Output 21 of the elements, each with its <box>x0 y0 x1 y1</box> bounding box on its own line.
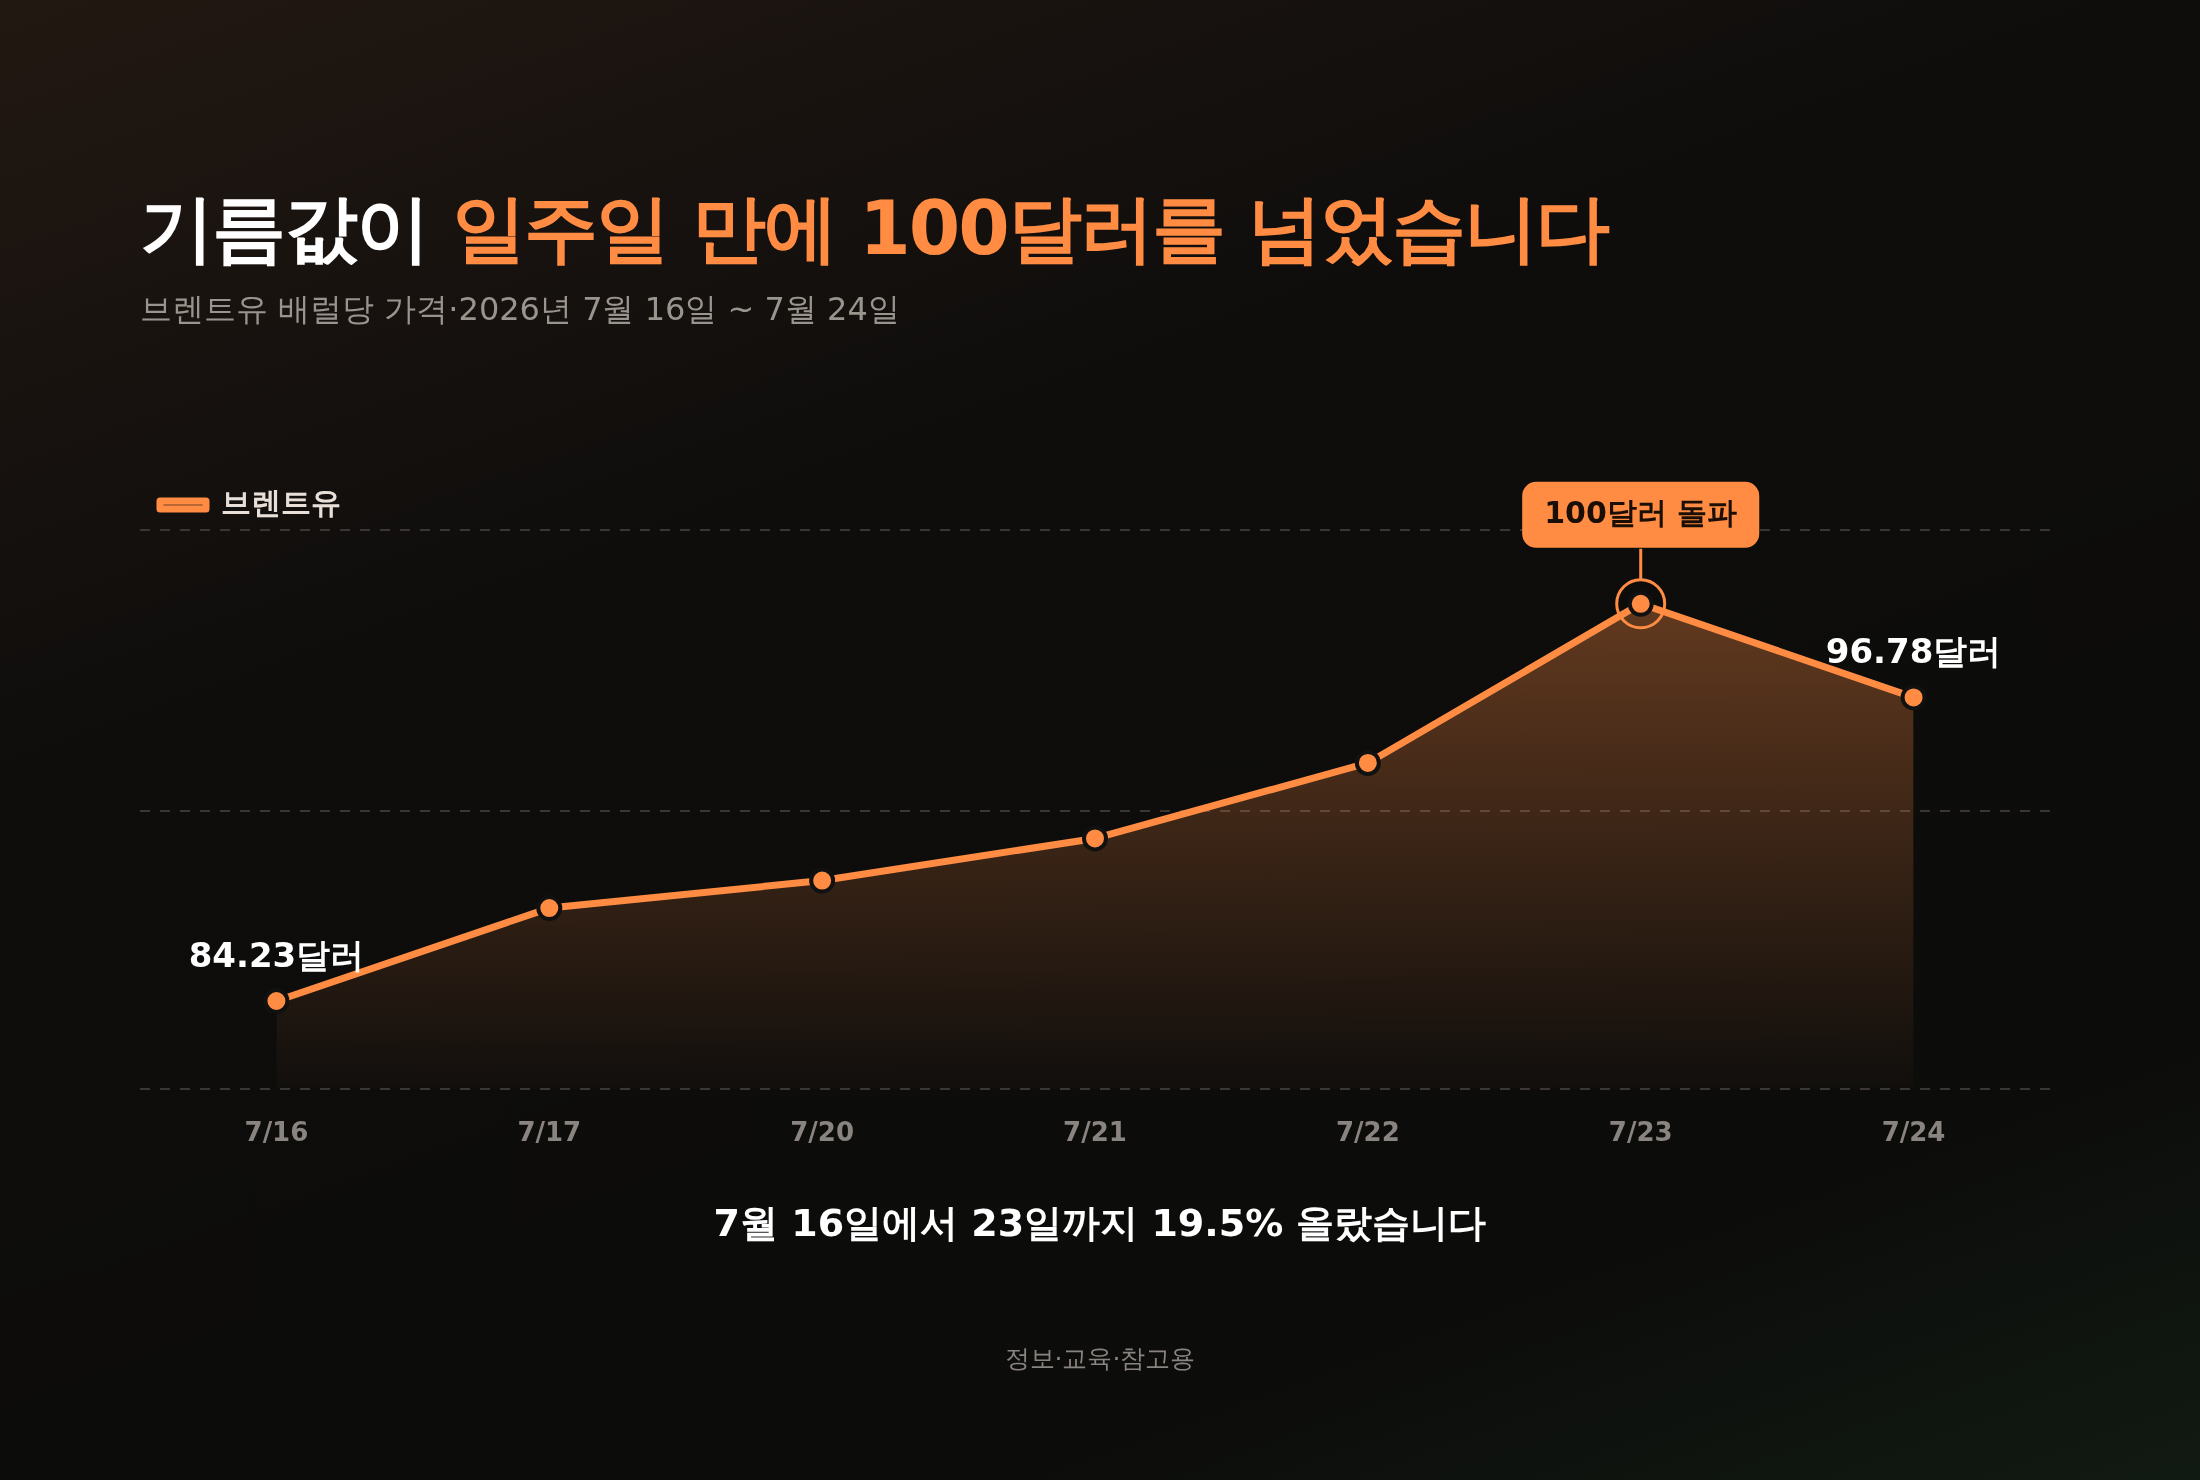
x-tick-label: 7/23 <box>1608 1117 1673 1148</box>
chart-title: 기름값이 일주일 만에 100달러를 넘었습니다 <box>140 185 1608 271</box>
point <box>809 867 836 894</box>
point <box>263 987 290 1014</box>
x-tick-label: 7/17 <box>517 1117 582 1148</box>
annotation: 100달러 돌파 <box>1544 494 1738 530</box>
legend-label: 브렌트유 <box>221 484 341 520</box>
x-tick-label: 7/20 <box>790 1117 855 1148</box>
x-tick-label: 7/16 <box>244 1117 309 1148</box>
point <box>536 895 563 922</box>
point <box>1900 684 1927 711</box>
x-tick-label: 7/24 <box>1881 1117 1946 1148</box>
text: 7월 16일에서 23일까지 19.5% 올랐습니다 <box>712 1200 1488 1247</box>
point <box>1354 749 1381 776</box>
x-tick-label: 7/21 <box>1063 1117 1127 1148</box>
chart-subtitle: 브렌트유 배럴당 가격·2026년 7월 16일 ~ 7월 24일 <box>140 289 900 330</box>
x-tick-label: 7/22 <box>1335 1117 1400 1148</box>
text: 정보·교육·참고용 <box>1003 1343 1197 1375</box>
point <box>1082 825 1108 852</box>
data-label: 84.23달러 <box>188 934 365 975</box>
data-label: 96.78달러 <box>1825 631 2002 672</box>
